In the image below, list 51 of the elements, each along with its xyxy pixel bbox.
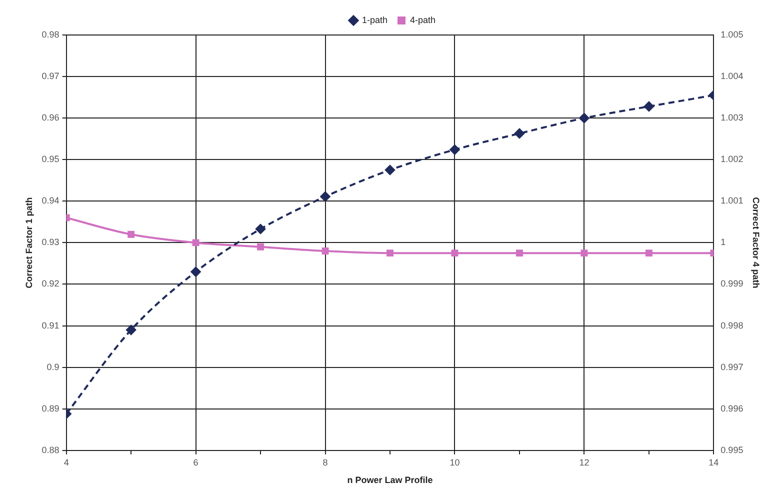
y2-axis-title: Correct Factor 4 path (751, 197, 762, 288)
point (128, 230, 135, 238)
point (450, 144, 460, 155)
y2-tick-label: 0.998 (720, 320, 744, 330)
point (126, 324, 136, 335)
y-tick-label: 0.89 (42, 403, 60, 414)
x-axis-title: n Power Law Profile (347, 475, 433, 486)
point (580, 250, 588, 257)
y-tick-label: 0.92 (42, 278, 60, 289)
y-tick-label: 0.91 (42, 320, 60, 330)
legend-label: 4-path (410, 14, 436, 25)
legend-label: 1-path (362, 14, 388, 25)
point (190, 266, 201, 277)
x-tick-label: 12 (579, 457, 590, 468)
point (256, 224, 266, 234)
point (644, 101, 654, 112)
point (514, 128, 524, 138)
y-tick-label: 0.96 (42, 112, 60, 123)
point (386, 250, 394, 257)
point (385, 165, 395, 176)
x-tick-label: 14 (708, 457, 719, 468)
y-tick-label: 0.88 (42, 444, 60, 455)
y2-tick-label: 1.003 (720, 112, 744, 123)
y-tick-label: 0.93 (42, 237, 60, 248)
y2-tick-label: 1.001 (720, 196, 744, 206)
x-tick-label: 6 (193, 457, 198, 468)
point (322, 248, 329, 254)
y-tick-label: 0.95 (42, 154, 60, 164)
y2-tick-label: 0.997 (720, 362, 744, 372)
point (451, 250, 458, 257)
y-axis-title: Correct Factor 1 path (24, 197, 34, 288)
point (320, 192, 330, 202)
y2-tick-label: 1.002 (720, 154, 744, 164)
y2-tick-label: 1.005 (720, 29, 744, 40)
point (579, 113, 590, 124)
point (192, 239, 200, 246)
y2-tick-label: 0.999 (720, 278, 744, 289)
y-tick-label: 0.94 (42, 196, 60, 206)
y2-tick-label: 1.004 (720, 71, 744, 82)
y2-tick-label: 0.995 (720, 444, 744, 455)
y-tick-label: 0.98 (42, 29, 60, 40)
y2-tick-label: 0.996 (720, 403, 744, 414)
y-tick-label: 0.9 (46, 362, 60, 372)
y-tick-label: 0.97 (42, 71, 60, 82)
point (645, 250, 652, 257)
y2-tick-label: 1 (720, 237, 726, 248)
x-tick-label: 8 (322, 457, 328, 468)
point (516, 250, 523, 257)
x-tick-label: 10 (450, 457, 460, 468)
point (257, 243, 264, 250)
x-tick-label: 4 (64, 457, 69, 468)
